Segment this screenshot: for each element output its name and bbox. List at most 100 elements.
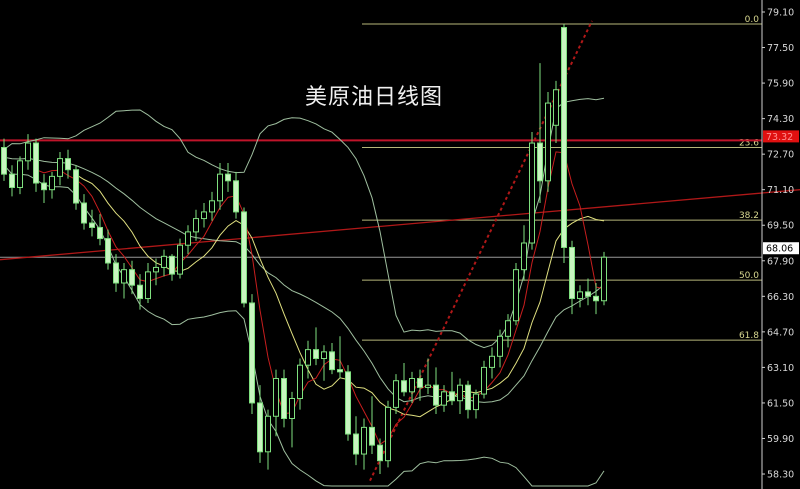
candle-body	[289, 397, 295, 419]
candle-body	[249, 302, 255, 404]
candle-body	[401, 380, 407, 393]
candle-body	[129, 269, 135, 286]
fib-level-label: 23.6	[739, 138, 759, 148]
candle-body	[9, 173, 15, 188]
candle-body	[153, 266, 159, 273]
candle-body	[225, 173, 231, 182]
candle-body	[233, 180, 239, 213]
candle-body	[417, 378, 423, 388]
candle-body	[361, 426, 367, 455]
candle-body	[441, 391, 447, 406]
price-tick-label: 59.90	[767, 434, 794, 445]
bollinger-upper-band	[3, 97, 605, 349]
price-tick-label: 61.50	[767, 398, 794, 409]
candle-body	[57, 158, 63, 177]
price-tick-label: 66.30	[767, 292, 794, 303]
candle-body	[489, 355, 495, 368]
candle-body	[321, 351, 327, 360]
bollinger-middle-band	[3, 156, 605, 403]
candle-body	[345, 371, 351, 435]
candle-body	[409, 378, 415, 393]
candle-body	[265, 415, 271, 453]
candle-body	[169, 255, 175, 275]
candle-body	[105, 238, 111, 264]
candle-body	[473, 393, 479, 411]
candle-body	[145, 271, 151, 300]
candle-body	[177, 244, 183, 275]
candle-body	[505, 320, 511, 337]
marked-price-label: 73.32	[766, 132, 793, 143]
candle-body	[601, 256, 607, 302]
candle-body	[425, 384, 431, 388]
price-tick-label: 71.10	[767, 185, 794, 196]
candle-body	[433, 384, 439, 406]
candle-body	[273, 378, 279, 417]
candle-body	[281, 378, 287, 419]
candle-body	[545, 102, 551, 182]
chart-title: 美原油日线图	[305, 85, 444, 110]
candle-body	[553, 89, 559, 126]
candle-body	[329, 351, 335, 371]
candle-body	[393, 380, 399, 408]
candle-body	[25, 142, 31, 162]
candle-body	[161, 255, 167, 268]
candle-body	[577, 291, 583, 300]
price-tick-label: 75.90	[767, 79, 794, 90]
fib-level-label: 61.8	[739, 331, 759, 341]
marked-price-box	[763, 130, 799, 143]
candle-body	[241, 211, 247, 304]
price-tick-label: 74.30	[767, 114, 794, 125]
candle-body	[481, 366, 487, 395]
candle-body	[65, 158, 71, 171]
price-tick-label: 67.90	[767, 256, 794, 267]
candle-body	[41, 182, 47, 191]
candle-body	[97, 226, 103, 240]
candle-body	[1, 146, 7, 175]
candle-body	[521, 242, 527, 271]
price-tick-label: 63.10	[767, 363, 794, 374]
candle-body	[537, 142, 543, 182]
candle-body	[305, 349, 311, 366]
candle-body	[593, 295, 599, 302]
candle-body	[209, 200, 215, 213]
candle-body	[137, 284, 143, 300]
candle-body	[33, 142, 39, 184]
fib-level-label: 50.0	[739, 271, 759, 281]
fib-level-label: 38.2	[739, 211, 759, 221]
candle-body	[449, 391, 455, 402]
price-tick-label: 72.70	[767, 150, 794, 161]
candle-body	[217, 173, 223, 202]
candle-body	[457, 384, 463, 402]
candle-body	[353, 433, 359, 455]
candle-body	[513, 269, 519, 322]
candle-body	[497, 335, 503, 357]
candle-body	[385, 406, 391, 462]
ma5-line	[35, 151, 605, 446]
price-tick-label: 58.30	[767, 470, 794, 481]
trend-line	[0, 189, 800, 261]
candle-body	[201, 211, 207, 220]
candle-body	[193, 218, 199, 233]
candle-body	[257, 402, 263, 453]
bollinger-lower-band	[3, 164, 605, 487]
candle-body	[569, 246, 575, 300]
candle-body	[81, 202, 87, 224]
candle-body	[465, 384, 471, 411]
candle-body	[529, 142, 535, 244]
candle-body	[49, 175, 55, 191]
candle-body	[89, 222, 95, 228]
ma10-line	[75, 174, 605, 418]
price-tick-label: 77.50	[767, 43, 794, 54]
candle-body	[313, 349, 319, 360]
candle-body	[297, 364, 303, 399]
candle-body	[17, 160, 23, 188]
candle-body	[561, 27, 567, 248]
price-tick-label: 69.50	[767, 221, 794, 232]
candle-body	[337, 369, 343, 373]
candle-body	[73, 169, 79, 204]
dotted-trend-line	[369, 20, 593, 482]
price-tick-label: 64.70	[767, 327, 794, 338]
price-tick-label: 79.10	[767, 8, 794, 19]
